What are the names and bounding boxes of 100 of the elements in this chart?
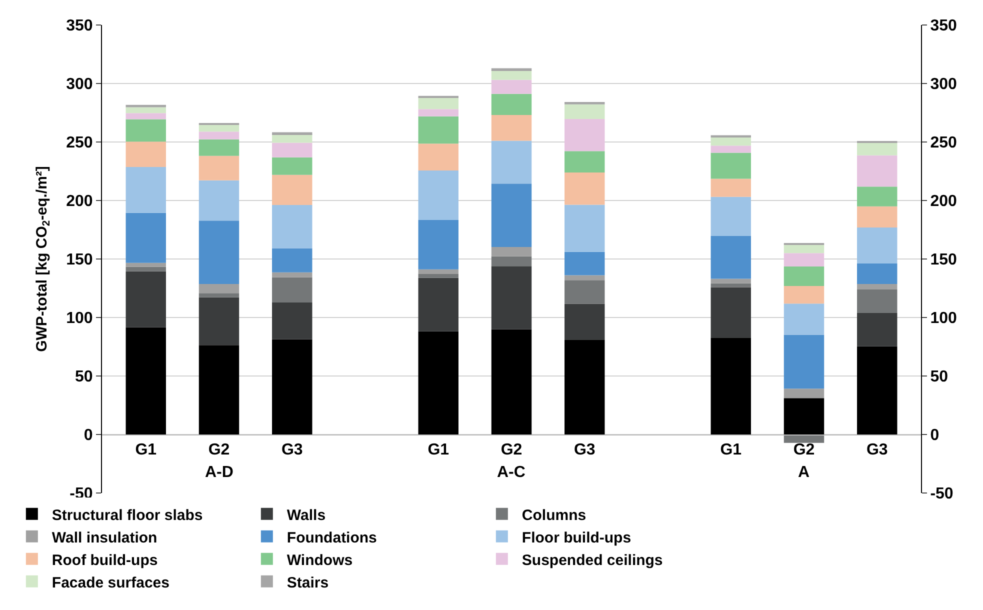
bar [126,262,166,267]
y2-tick-label: 300 [930,76,957,94]
bar [126,142,166,168]
bar [198,220,240,284]
bar [491,114,532,141]
bar [198,180,240,221]
bar [272,205,312,248]
bar [784,334,824,389]
bar [491,256,532,266]
bar [857,284,898,290]
bar [857,346,898,434]
x-tick-label: G2 [208,442,230,459]
bar [710,236,751,279]
bar [491,266,532,330]
bar [491,140,532,184]
y-tick-label: 350 [66,18,93,35]
bar [784,304,824,335]
y2-tick-label: -50 [930,486,954,503]
bar [126,327,166,434]
bar [857,290,898,313]
legend-label: Stairs [286,574,329,592]
bar [418,109,458,116]
bar [564,304,605,340]
bar [272,142,312,158]
y-tick-label: 150 [66,252,93,269]
bar [710,278,751,284]
legend-label: Floor build-ups [522,529,632,546]
bar [418,98,458,110]
annotation: A-C [497,464,526,481]
bar [784,286,824,304]
bar [418,331,458,434]
bar [564,151,605,173]
annotation: A-D [205,464,234,481]
bar [491,68,532,71]
y-tick-label: 0 [84,427,93,444]
bar [198,132,240,140]
legend-label: Foundations [286,529,377,546]
bar [710,283,751,288]
y2-tick-label: 100 [930,310,957,328]
bar [491,329,532,434]
bar [198,297,240,346]
bar [857,206,898,228]
bar [710,196,751,236]
y-tick-label: 200 [66,193,93,210]
x-tick-label: G1 [135,442,157,459]
bar [710,338,751,434]
x-tick-label: G3 [281,442,303,459]
x-tick-label: G1 [428,442,450,459]
bar [491,246,532,256]
bar [272,277,312,303]
bar [784,388,824,398]
bar [272,248,312,272]
bar [564,172,605,205]
bar [198,293,240,298]
bar [272,302,312,340]
x-tick-label: G3 [574,442,596,459]
bar [418,144,458,171]
bar [198,345,240,434]
bar [564,104,605,119]
bar [564,280,605,304]
bar [710,152,751,179]
bar [564,204,605,252]
bar [272,339,312,434]
y-tick-label: 100 [66,310,93,328]
bar [491,94,532,115]
legend-label: Wall insulation [52,529,158,546]
y2-tick-label: 250 [930,134,957,152]
y2-tick-label: 200 [930,193,957,210]
legend-label: Roof build-ups [52,552,158,569]
bar [418,278,458,332]
bar [784,398,824,434]
bar [198,156,240,180]
bar [857,312,898,346]
bar [418,116,458,144]
bar [418,269,458,274]
y2-tick-label: 150 [930,252,957,269]
bar [126,266,166,272]
y-tick-label: 300 [66,76,93,94]
bar [198,139,240,156]
legend-label: Windows [286,552,353,569]
bar [126,107,166,114]
legend-label: Facade surfaces [52,574,170,592]
x-tick-label: G2 [793,442,815,459]
x-tick-label: G3 [866,442,888,459]
bar [491,184,532,247]
bar [784,266,824,286]
y2-tick-label: 350 [930,18,957,35]
annotation: A [798,464,810,481]
legend-label: Structural floor slabs [52,506,203,524]
bar [784,244,824,254]
bar [272,272,312,278]
bar [126,113,166,120]
bar [198,284,240,294]
bar [418,170,458,220]
bar [784,253,824,266]
bar [272,157,312,175]
legend-label: Columns [522,506,586,524]
y-tick-label: 250 [66,134,93,152]
bar [857,228,898,264]
y2-tick-label: 50 [930,368,948,386]
